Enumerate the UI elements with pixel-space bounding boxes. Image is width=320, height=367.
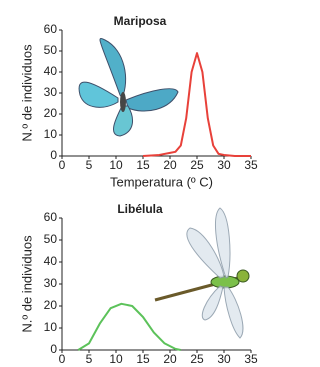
x-tick-label: 5 <box>86 158 93 172</box>
x-tick-label: 20 <box>163 158 177 172</box>
y-tick-label: 50 <box>44 43 58 57</box>
y-tick-label: 30 <box>44 276 58 290</box>
y-axis-label: N.º de individuos <box>19 44 34 142</box>
x-tick-label: 35 <box>244 352 258 366</box>
dragonfly-illustration <box>155 208 249 338</box>
x-tick-label: 10 <box>109 352 123 366</box>
y-tick-label: 0 <box>50 148 57 162</box>
x-tick-label: 15 <box>136 158 150 172</box>
x-axis-label: Temperatura (º C) <box>110 174 213 189</box>
x-tick-label: 25 <box>190 158 204 172</box>
chart-title: Mariposa <box>114 14 167 28</box>
y-tick-label: 60 <box>44 22 58 36</box>
y-tick-label: 40 <box>44 254 58 268</box>
y-tick-label: 50 <box>44 232 58 246</box>
y-tick-label: 20 <box>44 106 58 120</box>
y-tick-label: 0 <box>50 342 57 356</box>
butterfly-illustration <box>79 39 178 136</box>
x-tick-label: 10 <box>109 158 123 172</box>
y-tick-label: 40 <box>44 64 58 78</box>
y-axis-label: N.º de individuos <box>19 235 34 333</box>
x-tick-label: 20 <box>163 352 177 366</box>
x-tick-label: 35 <box>244 158 258 172</box>
x-tick-label: 30 <box>217 158 231 172</box>
x-tick-label: 30 <box>217 352 231 366</box>
x-tick-label: 15 <box>136 352 150 366</box>
y-tick-label: 10 <box>44 320 58 334</box>
x-tick-label: 25 <box>190 352 204 366</box>
y-tick-label: 10 <box>44 127 58 141</box>
x-tick-label: 0 <box>59 352 66 366</box>
y-tick-label: 20 <box>44 298 58 312</box>
x-tick-label: 5 <box>86 352 93 366</box>
chart-title: Libélula <box>117 202 163 216</box>
y-tick-label: 60 <box>44 210 58 224</box>
x-tick-label: 0 <box>59 158 66 172</box>
y-tick-label: 30 <box>44 85 58 99</box>
data-line <box>78 304 181 350</box>
